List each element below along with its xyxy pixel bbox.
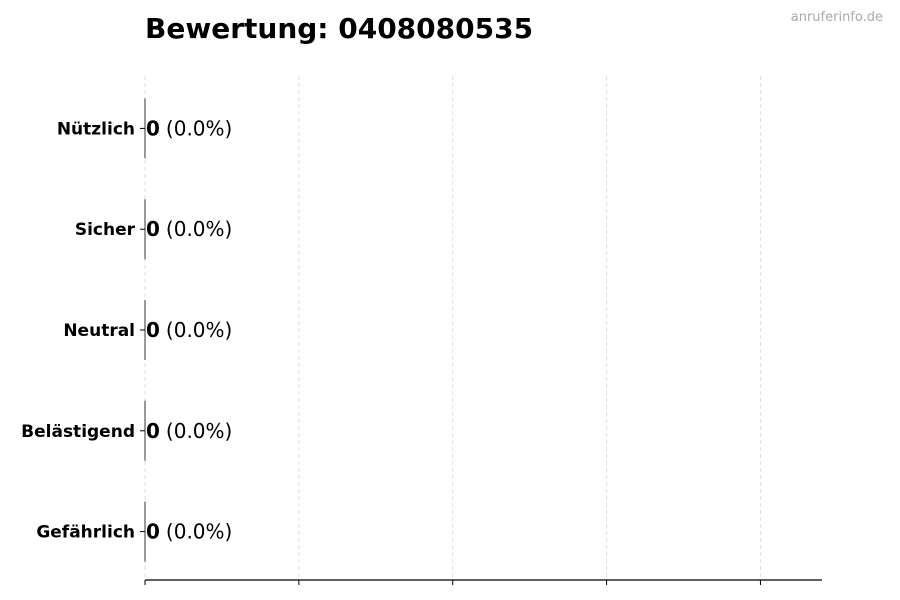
data-label-percent: (0.0%)	[166, 520, 232, 544]
data-label: 0 (0.0%)	[146, 116, 232, 140]
y-tick-label: Nützlich	[57, 119, 135, 139]
y-tick-label: Belästigend	[21, 422, 135, 442]
data-label-count: 0	[146, 318, 160, 342]
data-label-percent: (0.0%)	[166, 217, 232, 241]
data-label-count: 0	[146, 520, 160, 544]
y-tick-label: Gefährlich	[36, 523, 135, 543]
chart-title: Bewertung: 0408080535	[145, 12, 534, 45]
data-label-percent: (0.0%)	[166, 419, 232, 443]
data-label: 0 (0.0%)	[146, 520, 232, 544]
data-label-count: 0	[146, 217, 160, 241]
data-label-percent: (0.0%)	[166, 116, 232, 140]
data-label-count: 0	[146, 419, 160, 443]
data-label: 0 (0.0%)	[146, 217, 232, 241]
data-label-count: 0	[146, 116, 160, 140]
y-tick-label: Sicher	[75, 220, 136, 240]
watermark: anruferinfo.de	[790, 10, 883, 25]
y-tick-label: Neutral	[63, 321, 135, 341]
data-label: 0 (0.0%)	[146, 318, 232, 342]
data-label: 0 (0.0%)	[146, 419, 232, 443]
data-label-percent: (0.0%)	[166, 318, 232, 342]
